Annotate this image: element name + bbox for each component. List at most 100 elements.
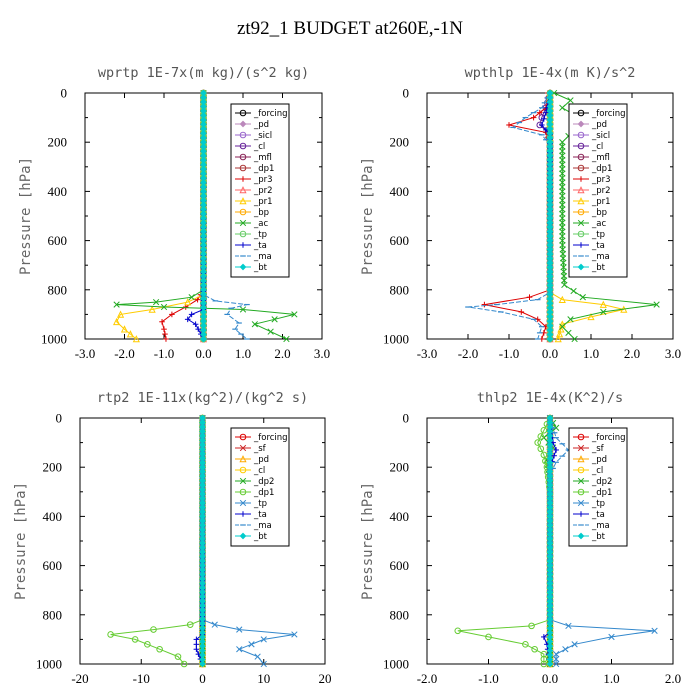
legend-label: _pr1 xyxy=(591,197,611,207)
data-point xyxy=(559,232,566,240)
data-point xyxy=(251,321,259,328)
y-tick-label: 600 xyxy=(43,558,63,573)
legend-label: _cl xyxy=(253,142,265,152)
series-line xyxy=(202,418,295,665)
x-tick-label: -1.0 xyxy=(154,346,175,361)
data-point xyxy=(291,631,298,638)
legend-item-ma: _ma xyxy=(235,521,272,531)
series-line xyxy=(457,417,551,664)
y-axis-label: Pressure [hPa] xyxy=(360,157,376,275)
data-point xyxy=(260,660,267,668)
x-tick-label: 2.0 xyxy=(624,346,640,361)
legend-item-dp1: _dp1 xyxy=(235,164,274,174)
y-axis-label: Pressure [hPa] xyxy=(13,482,29,600)
series-line xyxy=(110,418,203,665)
legend-item-ta: _ta xyxy=(235,241,267,251)
data-point xyxy=(522,641,529,648)
data-point xyxy=(559,143,566,150)
y-tick-label: 1000 xyxy=(383,332,409,347)
y-tick-label: 1000 xyxy=(36,657,62,672)
legend-label: _tp xyxy=(253,230,267,240)
legend-item-dp1: _dp1 xyxy=(235,488,274,498)
data-point xyxy=(543,109,549,116)
y-axis-label: Pressure [hPa] xyxy=(18,157,34,275)
data-point xyxy=(559,210,566,217)
data-point xyxy=(579,294,586,301)
legend-label: _pr2 xyxy=(253,186,273,196)
data-point xyxy=(559,165,566,173)
legend-item-forcing: _forcing xyxy=(235,109,288,119)
y-tick-label: 0 xyxy=(61,86,68,101)
legend-label: _bt xyxy=(253,263,268,273)
legend-label: _forcing xyxy=(591,433,626,443)
legend-item-ta: _ta xyxy=(235,510,267,520)
x-tick-label: -3.0 xyxy=(417,346,438,361)
data-point xyxy=(559,197,566,204)
data-point xyxy=(144,641,151,648)
data-point xyxy=(271,316,278,323)
data-point xyxy=(188,311,195,318)
legend-label: _cl xyxy=(591,466,603,476)
data-point xyxy=(126,330,135,338)
series-line xyxy=(115,93,204,340)
series-dp1 xyxy=(454,414,554,668)
data-point xyxy=(552,655,560,663)
legend-item-pr3: _pr3 xyxy=(235,175,273,185)
x-tick-label: 0.0 xyxy=(542,671,558,686)
y-tick-label: 400 xyxy=(43,509,63,524)
legend-item-bt: _bt xyxy=(573,532,606,542)
legend-item-sf: _sf xyxy=(235,444,267,454)
legend-label: _pr2 xyxy=(591,186,611,196)
y-tick-label: 400 xyxy=(390,509,410,524)
legend-item-sicl: _sicl xyxy=(235,131,272,141)
data-point xyxy=(551,452,557,459)
data-point xyxy=(526,294,533,300)
data-point xyxy=(587,312,595,321)
data-point xyxy=(481,301,488,308)
legend-label: _ma xyxy=(591,521,610,531)
data-point xyxy=(553,447,559,453)
chart-panel-3: rtp2 1E-11x(kg^2)/(kg^2 s) Pressure [hPa]… xyxy=(13,390,332,686)
legend-label: _ta xyxy=(591,510,605,520)
legend-label: _tp xyxy=(591,230,605,240)
legend-label: _bt xyxy=(591,263,606,273)
data-point xyxy=(536,109,543,116)
data-point xyxy=(559,201,566,208)
data-point xyxy=(552,424,560,431)
data-point xyxy=(565,329,572,337)
legend-item-pr3: _pr3 xyxy=(573,175,611,185)
legend-label: _pd xyxy=(253,120,269,130)
legend-label: _sicl xyxy=(591,131,610,141)
data-point xyxy=(531,645,538,653)
legend-item-ma: _ma xyxy=(573,252,610,262)
legend-label: _dp1 xyxy=(591,488,612,498)
legend-label: _sf xyxy=(591,444,605,454)
legend: _forcing_sf_pd_cl_dp2_dp1_tp_ta_ma_bt xyxy=(230,427,290,547)
x-tick-label: 20 xyxy=(319,671,332,686)
data-point xyxy=(546,335,554,343)
data-point xyxy=(559,215,566,222)
legend-item-sf: _sf xyxy=(573,444,605,454)
legend-item-ta: _ta xyxy=(573,241,605,251)
data-point xyxy=(534,439,542,446)
data-point xyxy=(559,228,566,235)
data-point xyxy=(559,224,566,231)
series-ma xyxy=(465,92,553,340)
series-line xyxy=(549,418,655,664)
data-point xyxy=(570,287,577,295)
data-point xyxy=(540,451,548,459)
legend-item-forcing: _forcing xyxy=(573,433,626,443)
y-tick-label: 600 xyxy=(48,233,68,248)
data-point xyxy=(211,621,218,628)
legend-label: _forcing xyxy=(253,433,288,443)
data-point xyxy=(163,336,169,342)
legend-label: _pd xyxy=(591,120,607,130)
legend-label: _forcing xyxy=(591,109,626,119)
legend-item-ma: _ma xyxy=(235,252,272,262)
data-point xyxy=(554,335,562,343)
x-tick-label: 2.0 xyxy=(274,346,290,361)
data-point xyxy=(169,311,175,318)
legend-item-sicl: _sicl xyxy=(573,131,610,141)
data-point xyxy=(552,651,560,658)
